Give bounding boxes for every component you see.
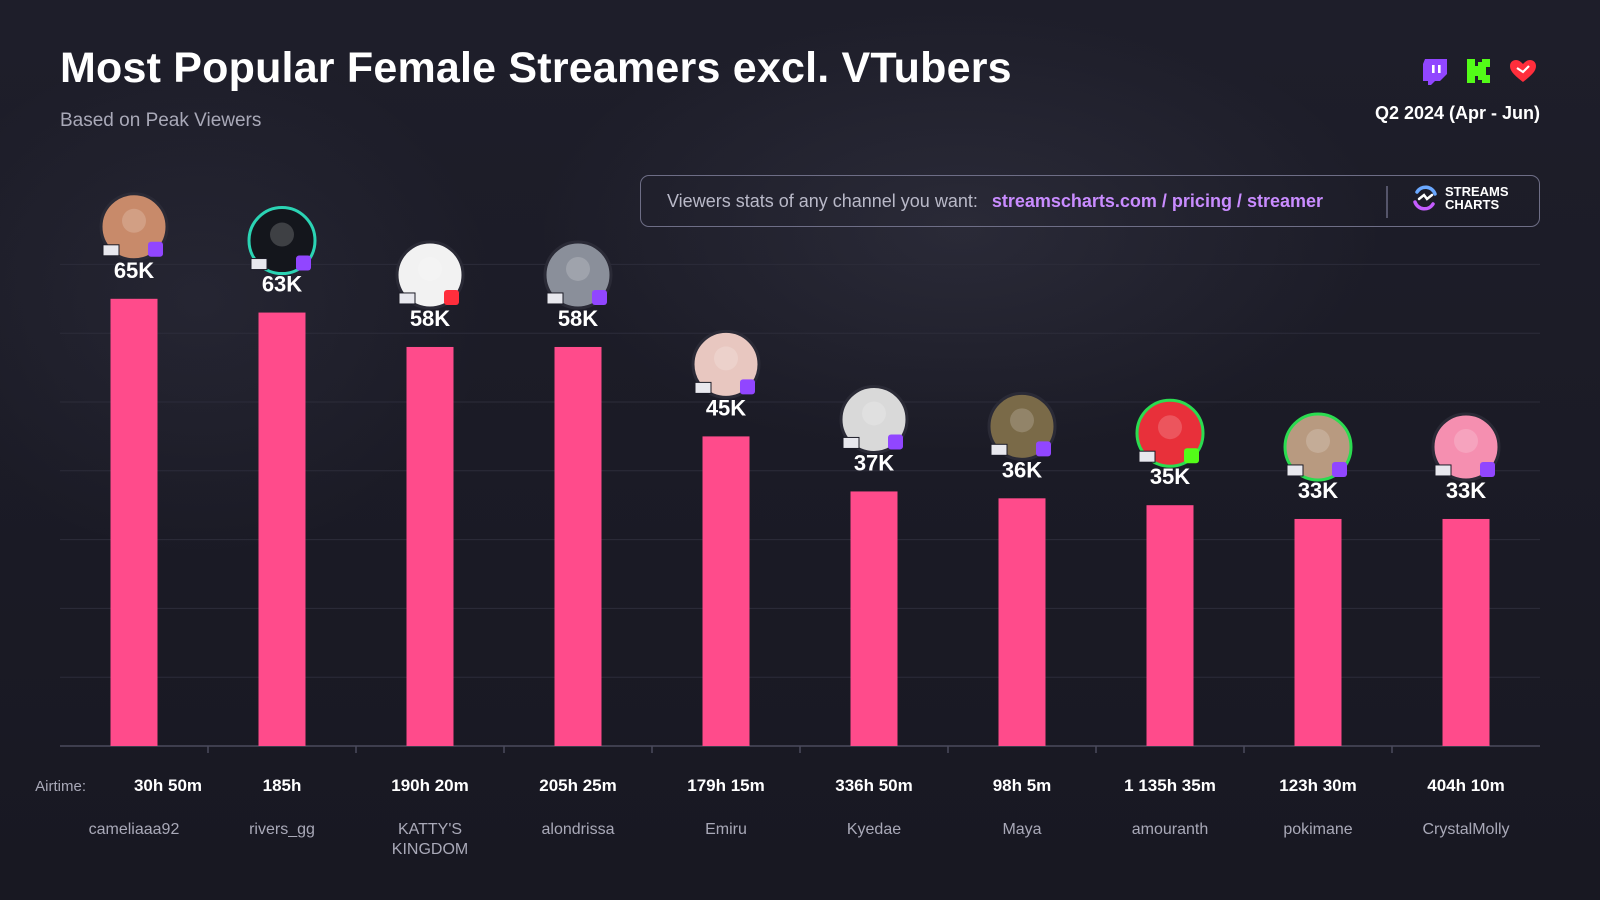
airtime-label: Airtime: [35, 778, 86, 795]
brand-logo: STREAMS CHARTS [1411, 184, 1517, 212]
promo-link[interactable]: streamscharts.com / pricing / streamer [991, 190, 1323, 211]
bar [1442, 518, 1490, 746]
value-label: 58K [558, 306, 598, 331]
airtime-value: 98h 5m [993, 776, 1052, 795]
bar [110, 298, 158, 746]
airtime-value: 185h [263, 776, 302, 795]
airtime-value: 205h 25m [539, 776, 617, 795]
avatar-face [862, 401, 886, 426]
flag-icon [398, 292, 416, 305]
twitch-badge-icon [888, 434, 903, 450]
value-label: 36K [1002, 457, 1042, 482]
avatar-face [1158, 415, 1182, 440]
airtime-value: 404h 10m [1427, 776, 1505, 795]
streams-charts-logo-icon [1413, 185, 1437, 211]
bar [1294, 518, 1342, 746]
flag-icon [546, 292, 564, 305]
twitch-badge-icon [1480, 461, 1495, 477]
category-label: rivers_gg [249, 821, 315, 838]
avatar-face [1306, 428, 1330, 453]
category-label: KATTY'S [398, 821, 462, 838]
value-label: 33K [1298, 478, 1338, 503]
flag-icon [102, 244, 120, 257]
airtime-value: 190h 20m [391, 776, 469, 795]
airtime-value: 30h 50m [134, 776, 202, 795]
brand-name: STREAMS CHARTS [1445, 184, 1509, 212]
twitch-badge-icon [740, 379, 755, 395]
twitch-badge-icon [1332, 461, 1347, 477]
kick-badge-icon [1184, 448, 1199, 464]
flag-icon [990, 443, 1008, 456]
promo-divider [1386, 186, 1388, 218]
airtime-value: 336h 50m [835, 776, 913, 795]
value-label: 37K [854, 450, 894, 475]
bar [554, 346, 602, 746]
bar [850, 491, 898, 746]
category-label: Maya [1002, 821, 1041, 838]
flag-icon [1286, 464, 1304, 477]
flag-icon [842, 436, 860, 449]
category-label: amouranth [1132, 821, 1209, 838]
category-label: cameliaaa92 [89, 821, 180, 838]
flag-icon [694, 381, 712, 394]
airtime-value: 179h 15m [687, 776, 765, 795]
airtime-value: 123h 30m [1279, 776, 1357, 795]
category-label: Emiru [705, 821, 747, 838]
bar [702, 436, 750, 746]
page-subtitle: Based on Peak Viewers [60, 110, 262, 131]
value-label: 33K [1446, 478, 1486, 503]
promo-banner[interactable]: Viewers stats of any channel you want: s… [640, 175, 1540, 227]
category-label: CrystalMolly [1422, 821, 1509, 838]
twitch-badge-icon [592, 289, 607, 305]
category-label: Kyedae [847, 821, 901, 838]
value-label: 45K [706, 395, 746, 420]
avatar-face [418, 256, 442, 281]
category-label: pokimane [1283, 821, 1352, 838]
bar [258, 312, 306, 746]
avatar-face [714, 346, 738, 371]
flag-icon [1434, 464, 1452, 477]
youtube-icon [1510, 60, 1536, 82]
twitch-badge-icon [296, 255, 311, 271]
bar [406, 346, 454, 746]
period-label: Q2 2024 (Apr - Jun) [1374, 103, 1540, 123]
value-label: 58K [410, 306, 450, 331]
avatar-face [270, 222, 294, 247]
avatar-face [566, 256, 590, 281]
twitch-badge-icon [148, 241, 163, 257]
kick-icon [1467, 59, 1490, 83]
twitch-icon [1423, 59, 1447, 85]
flag-icon [1138, 450, 1156, 463]
flag-icon [250, 258, 268, 271]
category-label: alondrissa [542, 821, 615, 838]
bar [1146, 505, 1194, 746]
airtime-value: 1 135h 35m [1124, 776, 1216, 795]
avatar-face [1010, 408, 1034, 433]
value-label: 63K [262, 272, 302, 297]
category-label: KINGDOM [392, 841, 468, 858]
avatar-face [122, 208, 146, 233]
value-label: 65K [114, 258, 154, 283]
youtube-badge-icon [444, 289, 459, 305]
bar [998, 498, 1046, 746]
promo-text: Viewers stats of any channel you want: [667, 190, 978, 211]
twitch-badge-icon [1036, 441, 1051, 457]
avatar-face [1454, 428, 1478, 453]
platform-icons [1420, 56, 1538, 86]
page-title: Most Popular Female Streamers excl. VTub… [60, 44, 1012, 92]
value-label: 35K [1150, 464, 1190, 489]
